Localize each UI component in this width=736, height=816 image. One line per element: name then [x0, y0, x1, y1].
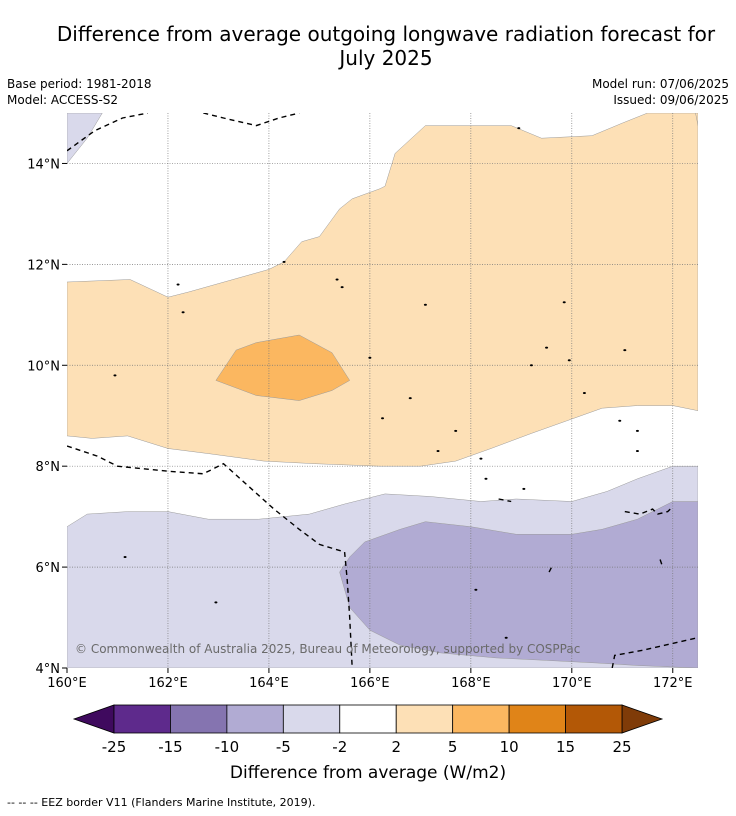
model-name: Model: ACCESS-S2	[7, 93, 119, 107]
base-period: Base period: 1981-2018	[7, 77, 152, 91]
island-marker	[214, 601, 218, 604]
colorbar-segment	[452, 704, 510, 734]
issued-date: Issued: 09/06/2025	[613, 93, 729, 107]
colorbar-tick-label: 15	[556, 738, 575, 756]
colorbar-tick-label: 25	[612, 738, 631, 756]
y-tick-label: 4°N	[36, 662, 61, 677]
footnote: -- -- -- EEZ border V11 (Flanders Marine…	[7, 796, 316, 809]
x-tick-label: 166°E	[350, 676, 390, 691]
island-marker	[368, 356, 372, 359]
island-marker	[618, 419, 622, 422]
island-marker	[522, 487, 526, 490]
colorbar-segment	[395, 704, 454, 734]
colorbar-underflow-triangle	[72, 704, 115, 734]
y-tick-label: 6°N	[36, 561, 61, 576]
colorbar-segment	[508, 704, 566, 734]
y-tick-label: 14°N	[27, 157, 60, 172]
eez-border	[498, 498, 512, 503]
island-marker	[545, 346, 549, 349]
colorbar-tick-label: 2	[391, 738, 401, 756]
colorbar-tick-label: -15	[158, 738, 183, 756]
colorbar-segment	[339, 704, 397, 734]
region-cool-5-10	[339, 501, 698, 668]
island-marker	[567, 359, 571, 362]
island-marker	[529, 364, 533, 367]
colorbar-segment	[170, 704, 228, 734]
y-tick-label: 10°N	[27, 359, 60, 374]
plot-area: © Commonwealth of Australia 2025, Bureau…	[67, 113, 698, 668]
colorbar-segment	[565, 704, 623, 734]
island-marker	[181, 311, 185, 314]
colorbar-segment	[113, 704, 171, 734]
island-marker	[454, 429, 458, 432]
x-tick-label: 168°E	[451, 676, 491, 691]
x-tick-label: 172°E	[653, 676, 693, 691]
colorbar-tick-label: 5	[448, 738, 458, 756]
chart-title: Difference from average outgoing longwav…	[0, 22, 736, 70]
colorbar-tick-label: 10	[500, 738, 519, 756]
region-warm-5-10	[215, 334, 351, 401]
model-run: Model run: 07/06/2025	[591, 77, 729, 91]
island-marker	[517, 127, 521, 130]
island-marker	[340, 286, 344, 289]
copyright-text: © Commonwealth of Australia 2025, Bureau…	[75, 642, 580, 656]
island-marker	[562, 301, 566, 304]
x-tick-label: 170°E	[552, 676, 592, 691]
colorbar-tick-label: -2	[332, 738, 347, 756]
region-warm-2-5	[67, 113, 698, 467]
island-marker	[113, 374, 117, 377]
meta-left: Base period: 1981-2018 Model: ACCESS-S2	[7, 76, 152, 108]
island-marker	[635, 429, 639, 432]
island-marker	[635, 450, 639, 453]
island-marker	[423, 303, 427, 306]
island-marker	[176, 283, 180, 286]
x-tick-label: 164°E	[249, 676, 289, 691]
colorbar-segment	[282, 704, 341, 734]
island-marker	[582, 392, 586, 395]
island-marker	[282, 260, 286, 263]
meta-right: Model run: 07/06/2025 Issued: 09/06/2025	[592, 76, 729, 108]
eez-border	[203, 113, 300, 127]
island-marker	[335, 278, 339, 281]
colorbar-tick-label: -25	[102, 738, 127, 756]
colorbar-tick-label: -5	[276, 738, 291, 756]
island-marker	[504, 636, 508, 639]
colorbar-label: Difference from average (W/m2)	[230, 763, 506, 783]
island-marker	[408, 397, 412, 400]
x-tick-label: 162°E	[148, 676, 188, 691]
colorbar-tick-label: -10	[215, 738, 240, 756]
eez-border	[67, 113, 148, 152]
colorbar-overflow-triangle	[621, 704, 664, 734]
x-tick-label: 160°E	[47, 676, 87, 691]
title-line-1: Difference from average outgoing longwav…	[56, 22, 716, 46]
eez-border	[624, 506, 674, 515]
island-marker	[381, 417, 384, 420]
eez-border	[659, 559, 664, 568]
y-tick-label: 8°N	[36, 460, 61, 475]
colorbar-segment	[226, 704, 284, 734]
island-marker	[484, 477, 488, 480]
island-marker	[436, 450, 440, 453]
island-marker	[474, 588, 478, 591]
title-line-2: July 2025	[339, 46, 433, 70]
eez-border	[548, 566, 553, 573]
region-warm-2-5-north-east	[695, 113, 698, 126]
island-marker	[479, 457, 483, 460]
island-marker	[623, 349, 627, 352]
y-tick-label: 12°N	[27, 258, 60, 273]
island-marker	[123, 556, 127, 558]
